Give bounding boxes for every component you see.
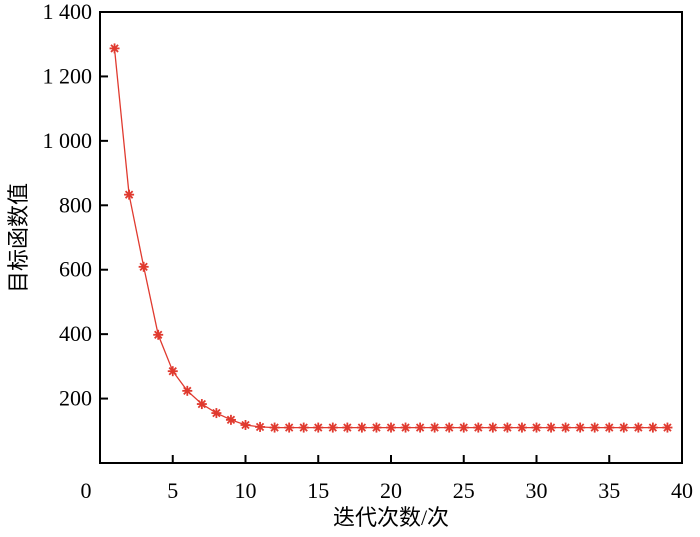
x-tick-label: 35 (598, 478, 620, 503)
data-point (138, 261, 149, 272)
data-point (560, 422, 571, 433)
y-tick-label: 1 400 (43, 0, 93, 24)
data-point (327, 422, 338, 433)
data-point (284, 422, 295, 433)
x-tick-label: 15 (307, 478, 329, 503)
x-tick-label: 0 (81, 478, 92, 503)
y-tick-label: 1 200 (43, 63, 93, 88)
x-tick-label: 10 (235, 478, 257, 503)
y-tick-label: 200 (59, 386, 92, 411)
data-point (109, 43, 120, 54)
data-point (458, 422, 469, 433)
data-point (225, 414, 236, 425)
data-point (516, 422, 527, 433)
data-point (240, 419, 251, 430)
x-tick-label: 5 (167, 478, 178, 503)
data-point (531, 422, 542, 433)
data-point (167, 366, 178, 377)
data-point (502, 422, 513, 433)
data-point (546, 422, 557, 433)
y-tick-label: 800 (59, 192, 92, 217)
data-point (473, 422, 484, 433)
x-tick-label: 20 (380, 478, 402, 503)
data-point (298, 422, 309, 433)
data-point (604, 422, 615, 433)
y-axis-label: 目标函数值 (6, 183, 31, 293)
data-point (211, 408, 222, 419)
plot-frame (99, 11, 683, 464)
data-point (313, 422, 324, 433)
data-point (269, 422, 280, 433)
y-tick-label: 1 000 (43, 128, 93, 153)
data-point (255, 421, 266, 432)
data-point (633, 422, 644, 433)
data-point (196, 399, 207, 410)
data-point (356, 422, 367, 433)
data-point (429, 422, 440, 433)
data-point (589, 422, 600, 433)
data-point (444, 422, 455, 433)
data-point (415, 422, 426, 433)
data-point (647, 422, 658, 433)
data-point (342, 422, 353, 433)
data-point (400, 422, 411, 433)
data-point (153, 329, 164, 340)
data-point (371, 422, 382, 433)
data-point (618, 422, 629, 433)
y-tick-label: 600 (59, 257, 92, 282)
data-point (575, 422, 586, 433)
series-line (113, 48, 668, 429)
y-tick-label: 400 (59, 321, 92, 346)
data-point (124, 189, 135, 200)
data-point (386, 422, 396, 433)
data-point (182, 385, 193, 396)
data-point (662, 422, 673, 433)
x-axis-label: 迭代次数/次 (333, 505, 449, 530)
x-tick-label: 25 (453, 478, 475, 503)
x-tick-label: 30 (526, 478, 548, 503)
x-tick-label: 40 (671, 478, 693, 503)
data-point (487, 422, 498, 433)
